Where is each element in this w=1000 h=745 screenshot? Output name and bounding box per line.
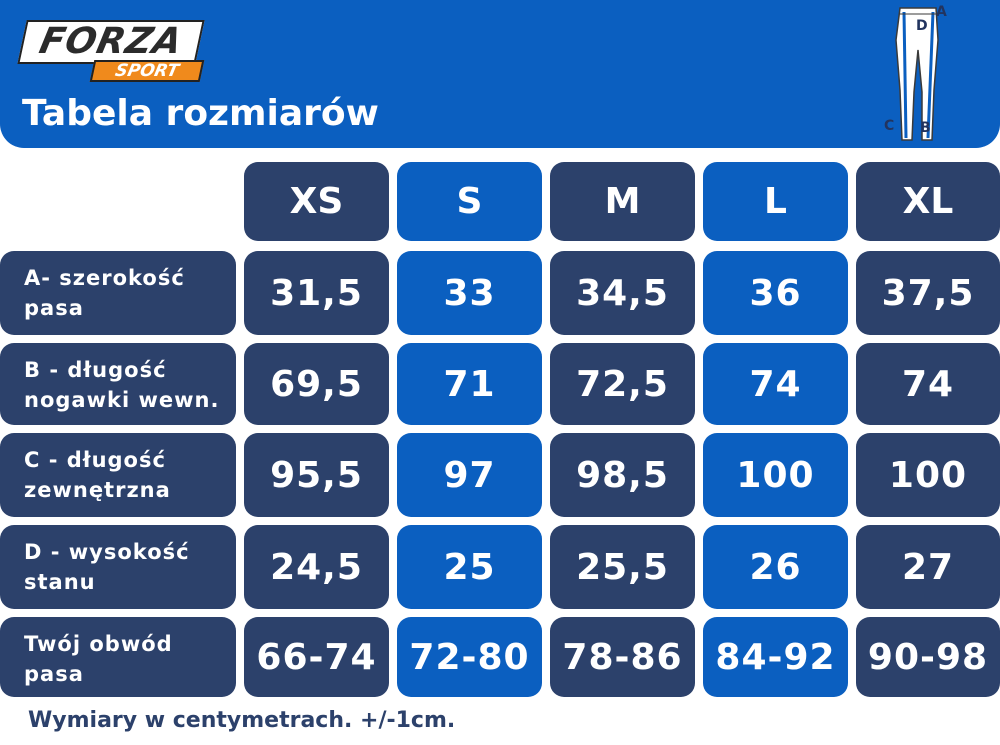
row-label-line2: stanu <box>24 570 96 594</box>
value-cell: 74 <box>703 343 848 425</box>
row-label-inner-leg-length: B - długość nogawki wewn. <box>0 343 236 425</box>
value-cell: 71 <box>397 343 542 425</box>
value-cell: 24,5 <box>244 525 389 609</box>
size-header-xs: XS <box>244 162 389 241</box>
value-cell: 31,5 <box>244 251 389 335</box>
value-cell: 90-98 <box>856 617 1000 697</box>
logo-sport: SPORT <box>89 60 205 82</box>
value-cell: 37,5 <box>856 251 1000 335</box>
value-cell: 97 <box>397 433 542 517</box>
row-label-line1: A- szerokość <box>24 266 185 290</box>
value-cell: 25 <box>397 525 542 609</box>
logo-forza-text: FORZA <box>35 21 187 62</box>
diagram-letter-b: B <box>920 120 931 136</box>
size-header-m: M <box>550 162 695 241</box>
row-label-outer-length: C - długość zewnętrzna <box>0 433 236 517</box>
value-cell: 34,5 <box>550 251 695 335</box>
leggings-diagram-icon: A D C B <box>878 0 958 148</box>
size-header-l: L <box>703 162 848 241</box>
value-cell: 33 <box>397 251 542 335</box>
row-label-line1: Twój obwód <box>24 632 173 656</box>
value-cell: 66-74 <box>244 617 389 697</box>
value-cell: 36 <box>703 251 848 335</box>
row-label-line2: nogawki wewn. <box>24 388 220 412</box>
row-label-line1: B - długość <box>24 358 167 382</box>
value-cell: 95,5 <box>244 433 389 517</box>
row-label-line1: D - wysokość <box>24 540 190 564</box>
footer-note: Wymiary w centymetrach. +/-1cm. <box>28 708 456 733</box>
leggings-outline <box>895 7 939 141</box>
row-label-line2: pasa <box>24 296 84 320</box>
value-cell: 72-80 <box>397 617 542 697</box>
diagram-letter-d: D <box>916 18 928 34</box>
logo-sport-text: SPORT <box>113 61 181 81</box>
value-cell: 26 <box>703 525 848 609</box>
row-label-line1: C - długość <box>24 448 166 472</box>
row-label-line2: pasa <box>24 662 84 686</box>
value-cell: 27 <box>856 525 1000 609</box>
value-cell: 78-86 <box>550 617 695 697</box>
row-label-waist-width: A- szerokość pasa <box>0 251 236 335</box>
row-label-line2: zewnętrzna <box>24 478 171 502</box>
value-cell: 100 <box>856 433 1000 517</box>
value-cell: 100 <box>703 433 848 517</box>
size-header-xl: XL <box>856 162 1000 241</box>
logo-forza: FORZA <box>17 20 205 64</box>
page-title: Tabela rozmiarów <box>22 93 379 134</box>
size-header-s: S <box>397 162 542 241</box>
brand-logo: FORZA SPORT <box>17 20 205 82</box>
row-label-your-waist: Twój obwód pasa <box>0 617 236 697</box>
value-cell: 74 <box>856 343 1000 425</box>
diagram-letter-a: A <box>936 4 947 20</box>
diagram-letter-c: C <box>884 118 895 134</box>
value-cell: 25,5 <box>550 525 695 609</box>
value-cell: 98,5 <box>550 433 695 517</box>
value-cell: 84-92 <box>703 617 848 697</box>
value-cell: 69,5 <box>244 343 389 425</box>
value-cell: 72,5 <box>550 343 695 425</box>
row-label-rise-height: D - wysokość stanu <box>0 525 236 609</box>
